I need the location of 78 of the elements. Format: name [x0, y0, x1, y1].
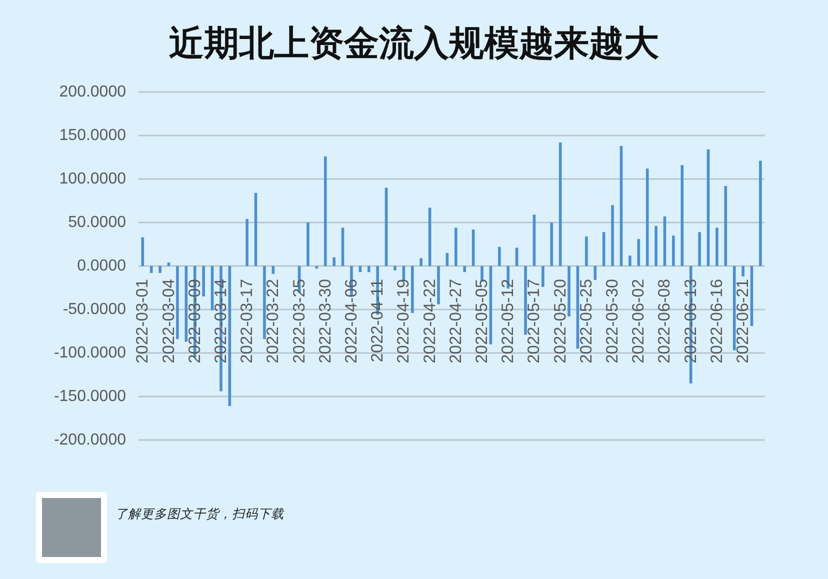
- bar: [428, 208, 432, 266]
- bar: [158, 266, 162, 273]
- bar: [272, 266, 275, 274]
- y-tick-label: 100.0000: [59, 170, 126, 188]
- bar: [367, 266, 370, 272]
- text: 了解更多图文干货，扫码下载: [115, 507, 285, 521]
- bar: [167, 262, 170, 266]
- x-tick-label: 2022-04-27: [446, 279, 465, 364]
- bar: [628, 256, 632, 266]
- bar: [420, 258, 422, 266]
- x-tick-label: 2022-03-14: [212, 279, 230, 364]
- bar: [324, 156, 327, 266]
- bar: [176, 266, 179, 340]
- bar: [306, 222, 310, 266]
- bar: [637, 239, 640, 266]
- x-tick-label: 2022-06-21: [734, 279, 752, 364]
- x-tick-label: 2022-05-05: [473, 279, 492, 364]
- x-tick-label: 2022-05-17: [525, 279, 544, 364]
- bar: [263, 266, 266, 340]
- bar: [680, 165, 684, 266]
- bar: [437, 266, 440, 304]
- bar: [150, 266, 153, 273]
- bar: [246, 219, 248, 266]
- y-tick-label: -100.0000: [54, 344, 126, 362]
- y-tick-label: 200.0000: [59, 84, 126, 100]
- bar: [585, 236, 588, 266]
- x-tick-label: 2022-04-06: [342, 279, 360, 364]
- y-tick-label: 0.0000: [77, 258, 126, 274]
- bar: [672, 236, 675, 266]
- bar: [594, 266, 597, 280]
- y-tick-label: 150.0000: [59, 127, 126, 144]
- bar: [410, 266, 414, 313]
- bar: [394, 266, 396, 270]
- x-tick-label: 2022-06-08: [656, 279, 674, 364]
- y-tick-label: -200.0000: [54, 432, 126, 448]
- x-tick-label: 2022-05-12: [499, 279, 518, 364]
- x-tick-label: 2022-03-09: [186, 279, 204, 364]
- bar: [742, 266, 744, 276]
- bar: [489, 266, 492, 344]
- y-tick-label: -50.0000: [62, 301, 126, 318]
- bar: [542, 266, 544, 287]
- bar: [550, 222, 554, 266]
- x-tick-label: 2022-06-13: [682, 279, 700, 364]
- x-tick-label: 2022-04-19: [394, 279, 413, 364]
- x-tick-label: 2022-03-04: [160, 279, 178, 364]
- x-tick-label: 2022-03-30: [316, 279, 334, 364]
- bar: [210, 266, 214, 310]
- y-tick-label: 50.0000: [68, 214, 126, 231]
- bar: [698, 232, 701, 266]
- x-tick-label: 2022-06-16: [708, 279, 726, 364]
- bar: [654, 226, 658, 266]
- x-tick-label: 2022-05-30: [604, 279, 622, 364]
- bar: [724, 186, 728, 266]
- x-tick-label: 2022-03-01: [134, 279, 152, 364]
- x-tick-label: 2022-03-17: [238, 279, 256, 364]
- x-tick-label: 2022-05-25: [577, 279, 596, 364]
- x-tick-label: 2022-04-22: [420, 279, 439, 364]
- bar: [524, 266, 527, 335]
- x-tick-label: 2022-05-20: [551, 279, 570, 364]
- bar: [202, 266, 205, 296]
- x-tick-label: 2022-03-25: [290, 279, 308, 364]
- bar: [568, 266, 570, 316]
- bar: [454, 228, 458, 266]
- bar: [463, 266, 466, 272]
- bar: [759, 160, 762, 266]
- bar: [384, 188, 388, 266]
- bar: [716, 228, 718, 266]
- bar: [611, 205, 614, 266]
- bar: [498, 246, 501, 266]
- chart-title: 近期北上资金流入规模越来越大: [169, 24, 659, 63]
- bar: [532, 214, 536, 266]
- bar: [332, 257, 336, 266]
- y-tick-label: -150.0000: [54, 388, 126, 405]
- x-tick-label: 2022-03-22: [264, 279, 282, 364]
- bar: [515, 248, 518, 266]
- bar: [341, 228, 344, 266]
- x-tick-label: 2022-06-02: [630, 279, 648, 364]
- x-tick-label: 2022-04-11: [368, 279, 387, 362]
